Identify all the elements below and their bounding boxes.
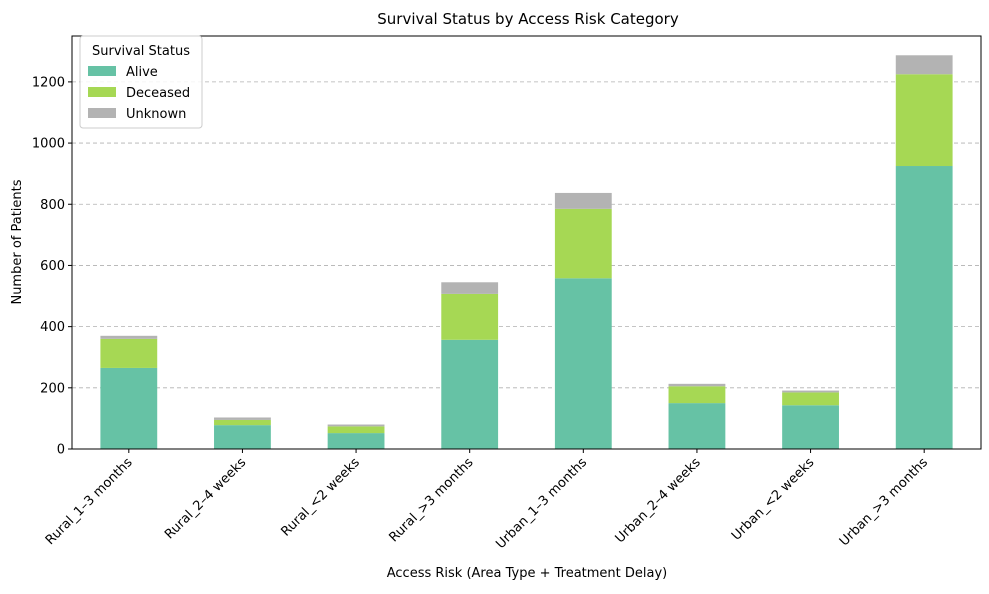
bar-segment-deceased — [668, 386, 726, 404]
bar-segment-deceased — [441, 293, 499, 340]
bar-segment-unknown — [782, 390, 839, 393]
bar-segment-unknown — [214, 417, 271, 420]
legend-title: Survival Status — [92, 44, 190, 59]
bar-segment-deceased — [554, 208, 612, 279]
bar-segment-alive — [327, 433, 385, 449]
bar-segment-alive — [895, 166, 953, 449]
legend-items: Alive Deceased Unknown — [88, 65, 190, 122]
y-tick-label: 400 — [40, 320, 65, 335]
legend-label-unknown: Unknown — [126, 107, 186, 122]
gridlines — [72, 81, 981, 450]
x-tick-label: Urban_>3 months — [837, 455, 931, 549]
bar-segment-deceased — [895, 74, 953, 167]
bar-segment-alive — [668, 403, 726, 449]
legend-swatch-alive — [88, 66, 116, 76]
x-tick-label: Urban_<2 weeks — [729, 455, 818, 544]
y-axis-label: Number of Patients — [10, 179, 25, 304]
bar-segment-deceased — [100, 338, 158, 368]
x-tick-label: Urban_2–4 weeks — [613, 455, 704, 546]
y-tick-label: 0 — [57, 443, 65, 458]
bar-segment-deceased — [327, 426, 385, 434]
x-tick-label: Rural_2–4 weeks — [162, 455, 249, 542]
legend-box — [79, 35, 203, 129]
bar-segment-alive — [100, 367, 158, 449]
bar-segment-deceased — [214, 419, 271, 426]
x-axis: Rural_1–3 months Rural_2–4 weeks Rural_<2 … — [43, 449, 931, 552]
y-tick-label: 1000 — [32, 137, 65, 152]
y-tick-label: 200 — [40, 381, 65, 396]
plot-frame — [71, 35, 982, 450]
legend: Survival Status Alive Deceased Unknown — [79, 35, 203, 129]
x-tick-label: Urban_1–3 months — [493, 455, 590, 552]
legend-swatch-unknown — [88, 108, 116, 118]
x-tick-label: Rural_>3 months — [386, 455, 476, 545]
y-tick-label: 800 — [40, 198, 65, 213]
bar-segment-alive — [441, 339, 499, 449]
bar-segment-deceased — [782, 392, 839, 406]
bar-segment-alive — [554, 278, 612, 449]
legend-swatch-deceased — [88, 87, 116, 97]
bar-segment-unknown — [895, 55, 953, 75]
x-tick-label: Rural_1–3 months — [43, 455, 136, 548]
bar-segment-unknown — [441, 282, 499, 294]
bar-segment-unknown — [668, 383, 726, 387]
bar-segment-unknown — [327, 424, 385, 427]
y-tick-label: 1200 — [32, 75, 65, 90]
legend-label-deceased: Deceased — [126, 86, 190, 101]
bar-segment-alive — [214, 425, 271, 449]
bars — [100, 55, 953, 449]
y-axis: 0 200 400 600 800 1000 1200 — [32, 75, 72, 458]
bar-segment-unknown — [100, 335, 158, 339]
y-tick-label: 600 — [40, 259, 65, 274]
x-axis-label: Access Risk (Area Type + Treatment Delay… — [387, 566, 667, 581]
bar-segment-unknown — [554, 192, 612, 209]
bar-segment-alive — [782, 405, 839, 449]
legend-label-alive: Alive — [126, 65, 158, 80]
chart-title: Survival Status by Access Risk Category — [377, 10, 679, 28]
x-tick-label: Rural_<2 weeks — [279, 455, 364, 540]
